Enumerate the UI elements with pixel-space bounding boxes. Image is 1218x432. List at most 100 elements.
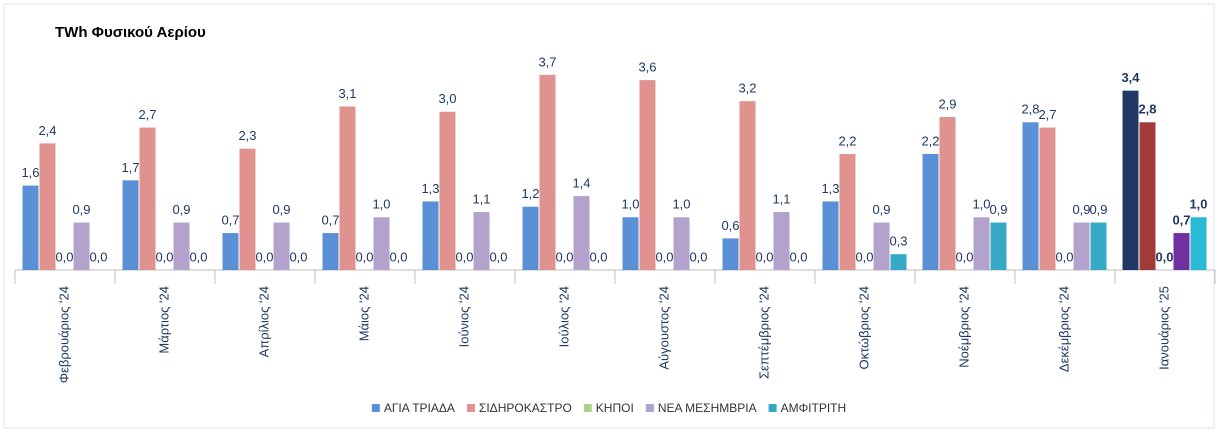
x-tick-label: Ιούλιος '24: [556, 286, 571, 347]
x-tick-label: Ιανουάριος '25: [1156, 286, 1171, 370]
x-tick-label: Ιούνιος '24: [456, 286, 471, 347]
data-label: 0,0: [489, 249, 507, 264]
data-label: 0,0: [289, 249, 307, 264]
data-label: 3,1: [338, 86, 356, 101]
data-label: 1,7: [121, 160, 139, 175]
bar: [439, 111, 456, 270]
legend-label: ΣΙΔΗΡΟΚΑΣΤΡΟ: [479, 401, 572, 415]
data-label: 0,3: [889, 234, 907, 249]
bar: [1022, 122, 1039, 270]
data-label: 0,0: [1155, 249, 1173, 264]
data-label: 0,0: [655, 249, 673, 264]
chart-frame: [3, 3, 1215, 429]
data-label: 3,0: [438, 91, 456, 106]
data-label: 0,0: [255, 249, 273, 264]
bar: [739, 101, 756, 270]
data-label: 2,7: [1038, 107, 1056, 122]
x-tick-label: Φεβρουάριος '24: [56, 286, 71, 383]
data-label: 2,7: [138, 107, 156, 122]
data-label: 1,0: [372, 197, 390, 212]
data-label: 3,7: [538, 54, 556, 69]
chart-title: TWh Φυσικού Αερίου: [55, 24, 206, 41]
bar: [1122, 90, 1139, 271]
data-label: 1,0: [972, 197, 990, 212]
bar: [822, 201, 839, 270]
data-label: 1,0: [1189, 197, 1207, 212]
bar: [1090, 222, 1107, 270]
bar: [1073, 222, 1090, 270]
data-label: 1,3: [821, 181, 839, 196]
bar: [473, 211, 490, 270]
data-label: 0,0: [355, 249, 373, 264]
bar: [373, 217, 390, 270]
data-label: 2,9: [938, 96, 956, 111]
data-label: 0,9: [1072, 202, 1090, 217]
x-tick-label: Δεκέμβριος '24: [1056, 286, 1071, 372]
bar: [1139, 122, 1156, 270]
bar: [990, 222, 1007, 270]
legend-swatch: [371, 404, 380, 412]
x-tick-label: Αύγουστος '24: [656, 286, 671, 370]
bar: [239, 148, 256, 270]
bar: [639, 80, 656, 270]
data-label: 1,0: [621, 197, 639, 212]
data-label: 0,0: [955, 249, 973, 264]
legend-swatch: [768, 404, 777, 412]
data-label: 3,2: [738, 81, 756, 96]
bar: [173, 222, 190, 270]
bar: [273, 222, 290, 270]
data-label: 0,9: [272, 202, 290, 217]
data-label: 1,3: [421, 181, 439, 196]
bar: [339, 106, 356, 270]
legend-label: ΑΓΙΑ ΤΡΙΑΔΑ: [384, 401, 455, 415]
bar: [322, 233, 339, 270]
data-label: 0,0: [855, 249, 873, 264]
bar: [539, 74, 556, 270]
data-label: 1,2: [521, 186, 539, 201]
bar: [73, 222, 90, 270]
data-label: 2,2: [921, 133, 939, 148]
data-label: 0,9: [172, 202, 190, 217]
legend-swatch: [645, 404, 654, 412]
bar: [890, 254, 907, 270]
data-label: 0,0: [589, 249, 607, 264]
data-label: 0,9: [989, 202, 1007, 217]
data-label: 0,9: [1089, 202, 1107, 217]
data-label: 0,0: [1055, 249, 1073, 264]
data-label: 1,6: [21, 165, 39, 180]
data-label: 0,0: [789, 249, 807, 264]
data-label: 0,6: [721, 218, 739, 233]
bar: [122, 180, 139, 270]
data-label: 0,7: [1172, 213, 1190, 228]
data-label: 0,0: [89, 249, 107, 264]
bar: [573, 196, 590, 270]
data-label: 0,0: [555, 249, 573, 264]
data-label: 1,1: [772, 191, 790, 206]
x-tick-label: Οκτώβριος '24: [856, 286, 871, 370]
data-label: 2,8: [1021, 102, 1039, 117]
data-label: 0,0: [689, 249, 707, 264]
data-label: 2,2: [838, 133, 856, 148]
bar: [39, 143, 56, 270]
bar: [922, 153, 939, 270]
x-tick-label: Μάρτιος '24: [156, 286, 171, 354]
data-label: 1,0: [672, 197, 690, 212]
legend-swatch: [583, 404, 592, 412]
bar: [873, 222, 890, 270]
bar: [722, 238, 739, 270]
x-tick-label: Νοέμβριος '24: [956, 286, 971, 368]
bar: [22, 185, 39, 270]
bar: [222, 233, 239, 270]
legend-label: ΚΗΠΟΙ: [596, 401, 634, 415]
bar: [422, 201, 439, 270]
bar: [673, 217, 690, 270]
data-label: 0,0: [455, 249, 473, 264]
data-label: 3,6: [638, 60, 656, 75]
data-label: 0,0: [189, 249, 207, 264]
data-label: 3,4: [1121, 70, 1140, 85]
data-label: 2,8: [1138, 102, 1156, 117]
data-label: 2,3: [238, 128, 256, 143]
data-label: 0,0: [155, 249, 173, 264]
x-tick-label: Απρίλιος '24: [256, 286, 271, 357]
bar: [773, 211, 790, 270]
